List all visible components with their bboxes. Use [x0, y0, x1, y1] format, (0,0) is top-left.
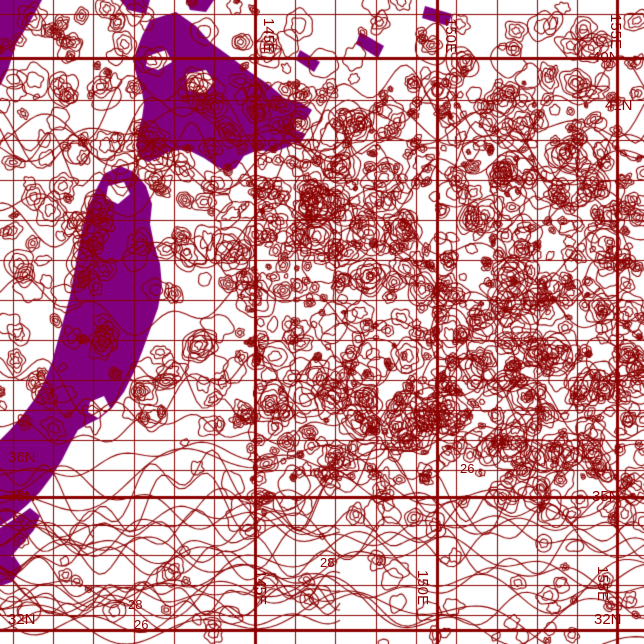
map-contour-canvas	[0, 0, 644, 644]
contour-map-figure: 145E 150E 155E 145E 150E 155E 40N 41N 36…	[0, 0, 644, 644]
